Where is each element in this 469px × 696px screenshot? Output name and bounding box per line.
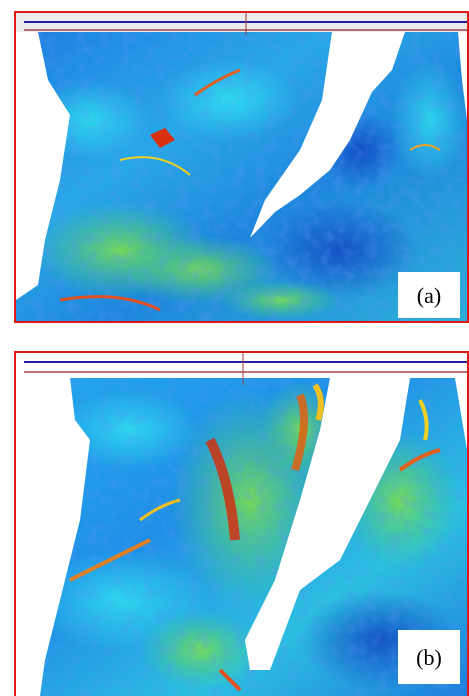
page: (a) (b): [0, 0, 469, 696]
figure: (a) (b): [0, 0, 469, 696]
panel-label: (b): [416, 645, 442, 670]
panel-b: (b): [15, 352, 468, 696]
panel-label: (a): [417, 283, 441, 308]
panel-a: (a): [15, 12, 469, 322]
